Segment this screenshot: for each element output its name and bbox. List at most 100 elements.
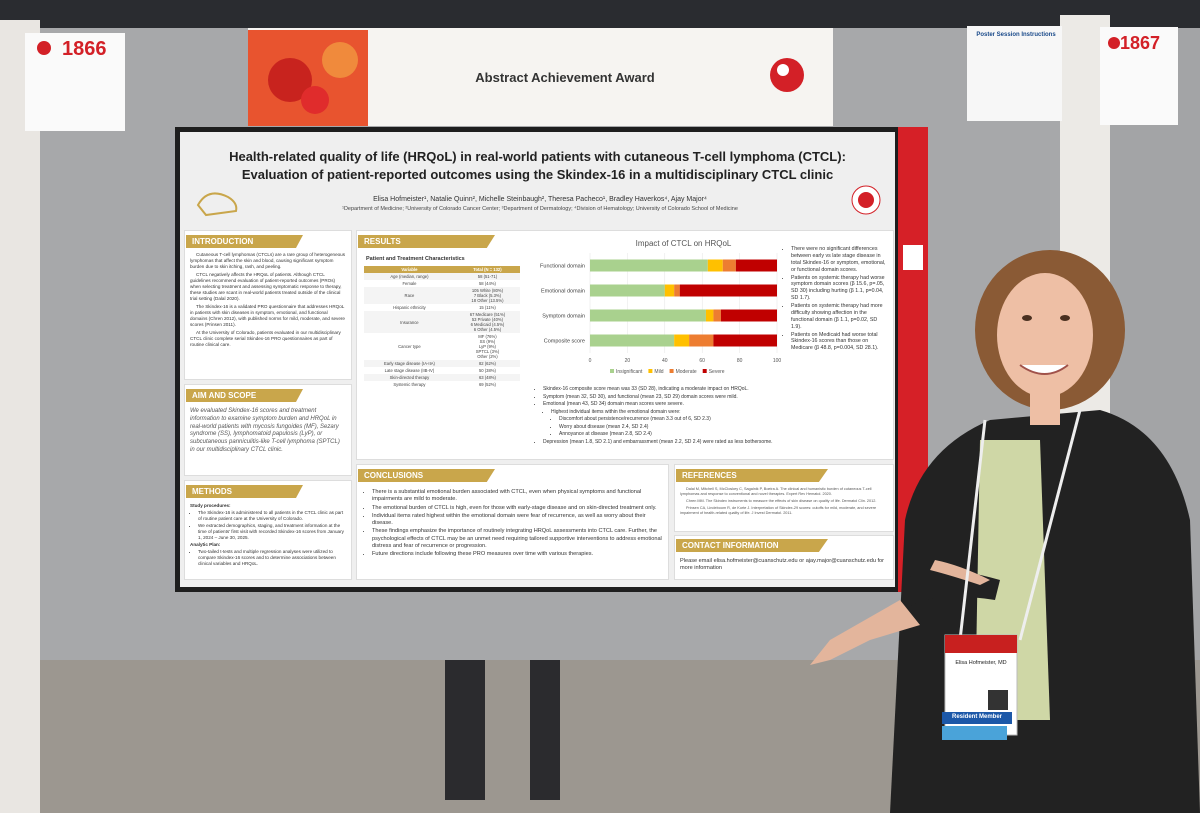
- list-item: Two-tailed t-tests and multiple regressi…: [198, 549, 346, 567]
- reference: Prinsen CA, Lindeboom R, de Korte J. Int…: [680, 505, 877, 515]
- logo: [858, 192, 874, 208]
- list-item: Individual items rated highest within th…: [372, 513, 664, 528]
- badge-ribbon: [942, 712, 1012, 724]
- list-item: Worry about disease (mean 2.4, SD 2.4): [559, 424, 795, 431]
- affiliations: ¹Department of Medicine; ²University of …: [342, 206, 738, 212]
- x-tick-label: 20: [625, 358, 631, 364]
- bar-segment: [674, 284, 680, 297]
- sign-title: Poster Session Instructions: [976, 32, 1056, 38]
- lanyard: [958, 419, 987, 641]
- x-tick-label: 0: [589, 358, 592, 364]
- table-cell: Cancer type: [398, 344, 421, 349]
- banner-art: [268, 58, 312, 102]
- bar-segment: [664, 284, 675, 297]
- table-row: Late stage disease (IIB-IV) 50 (38%): [364, 367, 520, 374]
- bar-segment: [590, 284, 665, 297]
- list-item: Analytic Plan:: [190, 541, 221, 547]
- leg: [530, 660, 560, 800]
- table-cell: 50 (38%): [478, 368, 496, 373]
- table-title: Patient and Treatment Characteristics: [366, 256, 465, 262]
- instructions-sign: [967, 26, 1062, 121]
- section-heading: CONCLUSIONS: [358, 469, 495, 482]
- authors: Elisa Hofmeister¹, Natalie Quinn², Miche…: [373, 196, 707, 203]
- list-item: Depression (mean 1.8, SD 2.1) and embarr…: [543, 439, 795, 446]
- title-line: Evaluation of patient-reported outcomes …: [241, 167, 834, 183]
- section-heading: RESULTS: [358, 235, 495, 248]
- section-text: We evaluated Skindex-16 scores and treat…: [190, 408, 340, 453]
- table-cell: Hispanic ethnicity: [393, 305, 426, 310]
- section-heading: INTRODUCTION: [186, 235, 303, 248]
- qr-code: [903, 245, 923, 270]
- eye: [1060, 315, 1070, 321]
- hand: [810, 600, 920, 665]
- section: [184, 230, 352, 380]
- bar-segment: [720, 309, 777, 322]
- section-text: Cutaneous T-cell lymphomas (CTCLs) are a…: [190, 252, 346, 350]
- logo: [1108, 37, 1120, 49]
- list-item: Patients on systemic therapy had more di…: [791, 303, 887, 331]
- table-cell: Female: [402, 281, 417, 286]
- table-row: Early stage disease (IA-IIA) 82 (62%): [364, 360, 520, 367]
- badge-header: [945, 635, 1017, 653]
- table-wrap: Variable Total (N = 132) Age (median, rang…: [364, 266, 520, 388]
- legend-label: Insignificant: [616, 369, 643, 375]
- booth-number: 1866: [62, 38, 107, 60]
- left-pillar: [0, 20, 40, 813]
- bar-segment: [689, 334, 714, 347]
- bar-segment: [722, 259, 736, 272]
- legend-swatch: [669, 369, 674, 373]
- table-cell: Skin-directed therapy: [364, 374, 455, 381]
- bar-segment: [679, 284, 777, 297]
- neck: [1030, 385, 1060, 425]
- badge-name: Elisa Hofmeister, MD: [955, 660, 1007, 666]
- section-heading: METHODS: [186, 485, 303, 498]
- y-tick-label: Emotional domain: [541, 289, 585, 295]
- table-row: Insurance 67 Medicare (51%) 53 Private (4…: [364, 311, 520, 333]
- section-heading: AIM AND SCOPE: [186, 389, 303, 402]
- table-row: Female 58 (44%): [364, 280, 520, 287]
- list-item: Annoyance at disease (mean 2.8, SD 2.4): [559, 431, 795, 438]
- list: There were no significant differences be…: [783, 246, 887, 352]
- list: Skindex-16 composite score mean was 33 (…: [535, 386, 795, 445]
- table-cell: 105 White (80%) 7 Black (5.3%) 18 Other …: [454, 287, 520, 304]
- table-header: Variable: [364, 266, 455, 273]
- table-cell: 69 (52%): [478, 382, 496, 387]
- title-line: Health-related quality of life (HRQoL) i…: [229, 149, 846, 164]
- table-cell: 15 (11%): [479, 305, 496, 310]
- list-item: Skindex-16 composite score mean was 33 (…: [543, 386, 795, 393]
- section-text: There were no significant differences be…: [783, 246, 887, 353]
- table-cell: 82 (62%): [454, 360, 520, 367]
- list-item: These findings emphasize the importance …: [372, 528, 664, 550]
- bar-segment: [713, 309, 721, 322]
- table-row: Variable Total (N = 132): [364, 266, 520, 273]
- x-tick-label: 40: [662, 358, 668, 364]
- lanyard: [1018, 409, 1082, 641]
- leg: [445, 660, 485, 800]
- poster-title: Health-related quality of life (HRQoL) i…: [185, 148, 890, 184]
- list-item: The Skindex-16 is administered to all pa…: [198, 510, 346, 522]
- chart: Impact of CTCL on HRQoL 0 20 40 60 80 100 Funct…: [525, 235, 785, 380]
- face: [997, 273, 1093, 397]
- table-cell: MF (76%) SS (9%) LyP (9%) SPTCL (3%) Oth…: [475, 334, 500, 359]
- hand: [930, 560, 990, 585]
- award-title: Abstract Achievement Award: [475, 70, 655, 85]
- paragraph: The Skindex-16 is a validated PRO questi…: [190, 303, 345, 327]
- list-item: We extracted demographics, staging, and …: [198, 523, 346, 541]
- list-item: Highest individual items within the emot…: [551, 409, 795, 416]
- x-tick-label: 100: [773, 358, 782, 364]
- section-text: Study procedures: The Skindex-16 is admin…: [190, 503, 346, 568]
- bar-segment: [590, 259, 708, 272]
- y-tick-label: Functional domain: [540, 264, 585, 270]
- legend-swatch: [702, 369, 707, 373]
- table-cell: 58 (44%): [478, 281, 496, 286]
- y-tick-label: Composite score: [544, 339, 585, 345]
- section: [356, 464, 669, 580]
- legend-label: Mild: [654, 369, 663, 375]
- table-cell: Systemic therapy: [393, 382, 426, 387]
- table-cell: Race: [364, 287, 455, 304]
- list: Dalal M, Mitchell S, McCloskey C, Sagaln…: [680, 487, 888, 516]
- table-row: Age (median, range) 58 (51-71): [364, 273, 520, 280]
- list-item: Study procedures:: [190, 503, 231, 508]
- eye: [1022, 315, 1032, 321]
